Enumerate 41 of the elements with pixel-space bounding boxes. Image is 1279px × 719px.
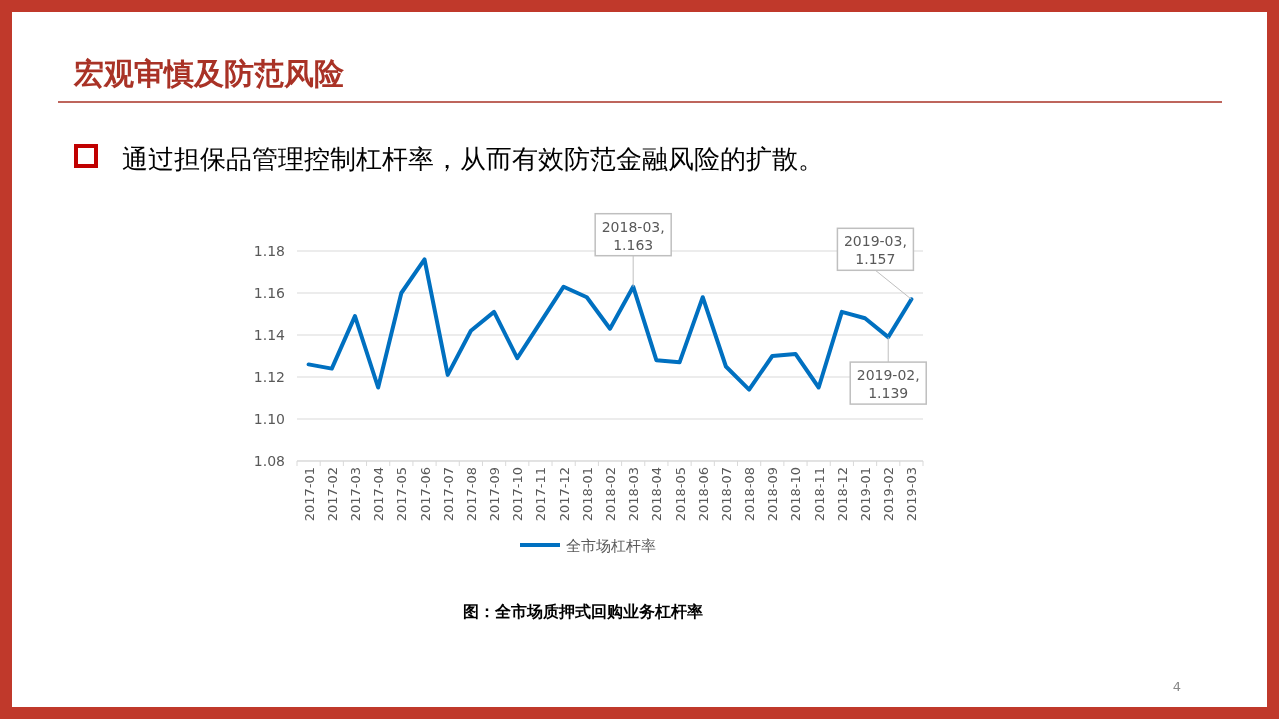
x-tick-label: 2018-11 xyxy=(811,467,827,522)
x-tick-label: 2018-05 xyxy=(672,467,688,522)
x-tick-label: 2017-01 xyxy=(301,467,317,522)
x-tick-label: 2017-11 xyxy=(533,467,549,522)
chart-subtitle: 通过担保品管理控制杠杆率，从而有效防范金融风险的扩散。 xyxy=(122,144,824,174)
x-tick-label: 2018-08 xyxy=(742,467,758,522)
x-tick-label: 2018-12 xyxy=(834,467,850,522)
y-tick-label: 1.16 xyxy=(253,285,286,301)
x-tick-label: 2018-06 xyxy=(695,467,711,522)
x-tick-label: 2017-10 xyxy=(510,467,526,522)
x-tick-label: 2018-01 xyxy=(579,467,595,522)
x-tick-label: 2017-06 xyxy=(417,467,433,522)
x-tick-label: 2017-07 xyxy=(440,467,456,522)
x-tick-label: 2018-03 xyxy=(626,467,642,522)
chart-title: 宏观审慎及防范风险 xyxy=(73,56,345,91)
x-tick-label: 2019-02 xyxy=(881,467,897,522)
text: 图：全市场质押式回购业务杠杆率 xyxy=(463,602,703,621)
y-tick-label: 1.10 xyxy=(253,411,285,427)
x-tick-label: 2017-08 xyxy=(463,467,479,522)
x-tick-label: 2019-01 xyxy=(858,467,874,522)
x-tick-label: 2018-07 xyxy=(718,467,734,522)
x-tick-label: 2018-04 xyxy=(649,467,665,522)
x-tick-label: 2017-03 xyxy=(347,467,363,522)
x-tick-label: 2017-04 xyxy=(371,467,387,522)
x-tick-label: 2017-12 xyxy=(556,467,572,522)
x-tick-label: 2018-09 xyxy=(765,467,781,522)
x-tick-label: 2017-09 xyxy=(487,467,503,522)
legend-label: 全市场杠杆率 xyxy=(566,537,656,555)
y-tick-label: 1.18 xyxy=(253,243,285,259)
x-tick-label: 2018-10 xyxy=(788,467,804,522)
annotation: 2019-02, 1.139 xyxy=(856,367,920,402)
x-tick-label: 2017-05 xyxy=(394,467,410,522)
text: 4 xyxy=(1172,679,1182,694)
y-tick-label: 1.12 xyxy=(253,369,285,385)
x-tick-label: 2019-03 xyxy=(904,467,920,522)
x-tick-label: 2018-02 xyxy=(603,467,618,522)
y-tick-label: 1.14 xyxy=(253,327,286,343)
x-tick-label: 2017-02 xyxy=(324,467,340,522)
annotation: 2018-03, 1.163 xyxy=(601,218,665,253)
y-tick-label: 1.08 xyxy=(253,453,285,469)
annotation: 2019-03, 1.157 xyxy=(843,233,907,268)
